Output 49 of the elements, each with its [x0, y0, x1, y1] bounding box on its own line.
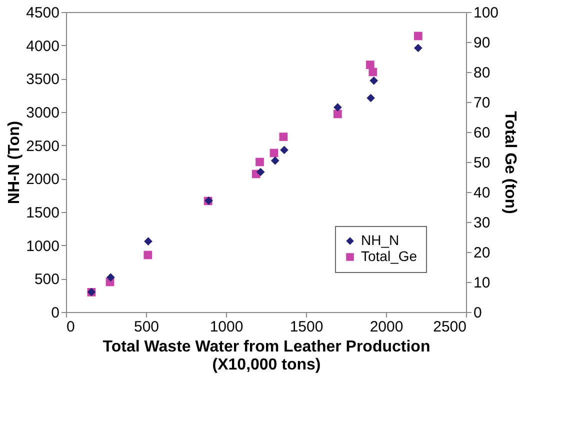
point [280, 146, 288, 154]
x-tick-label: 2500 [433, 318, 466, 336]
y-tick-label: 1000 [26, 238, 60, 255]
legend-label: NH_N [361, 232, 400, 248]
point [144, 237, 152, 246]
y-tick-label: 0 [51, 304, 60, 322]
y2-tick-label: 60 [474, 124, 490, 142]
point [414, 32, 422, 40]
y-tick-label: 4500 [26, 4, 60, 22]
point [414, 44, 422, 52]
y2-tick-label: 30 [474, 214, 490, 232]
y2-tick-label: 20 [474, 244, 490, 262]
y-axis-title: NH-N (Ton) [6, 120, 24, 204]
y2-tick-label: 80 [474, 64, 490, 82]
x-tick-label: 1000 [210, 318, 244, 336]
point [270, 156, 280, 165]
y-tick-label: 3000 [26, 104, 60, 122]
point [270, 148, 278, 158]
point [370, 76, 378, 85]
y2-axis-title: Total Ge (ton) [502, 111, 519, 214]
legend-label: Total_Ge [361, 248, 418, 264]
y-tick-label: 2500 [26, 138, 60, 155]
point [256, 168, 265, 176]
x-tick-label: 0 [66, 318, 75, 336]
y2-tick-label: 90 [474, 34, 490, 52]
x-tick-label: 500 [134, 318, 160, 336]
x-tick-label: 2000 [370, 318, 404, 336]
point [144, 250, 152, 260]
point [366, 60, 374, 69]
x-axis-title: Total Waste Water from Leather Production (X10,000 tons) [102, 338, 430, 374]
y2-tick-label: 0 [474, 304, 482, 322]
y-tick-label: 1500 [26, 204, 60, 222]
y-tick-label: 500 [34, 271, 60, 288]
point [256, 158, 264, 166]
point [333, 103, 342, 112]
y-tick-label: 2000 [26, 171, 60, 188]
y2-tick-label: 100 [474, 4, 499, 22]
y2-tick-label: 10 [474, 274, 490, 292]
point [368, 68, 378, 76]
y-tick-label: 4000 [26, 38, 60, 55]
point [366, 94, 375, 102]
y-tick-label: 3500 [26, 71, 60, 88]
y2-tick-label: 70 [474, 94, 490, 112]
point [333, 110, 342, 118]
x-tick-label: 1500 [290, 318, 324, 336]
y2-tick-label: 40 [474, 184, 490, 202]
point [279, 132, 288, 141]
y2-tick-label: 50 [474, 154, 490, 172]
point [106, 273, 115, 282]
